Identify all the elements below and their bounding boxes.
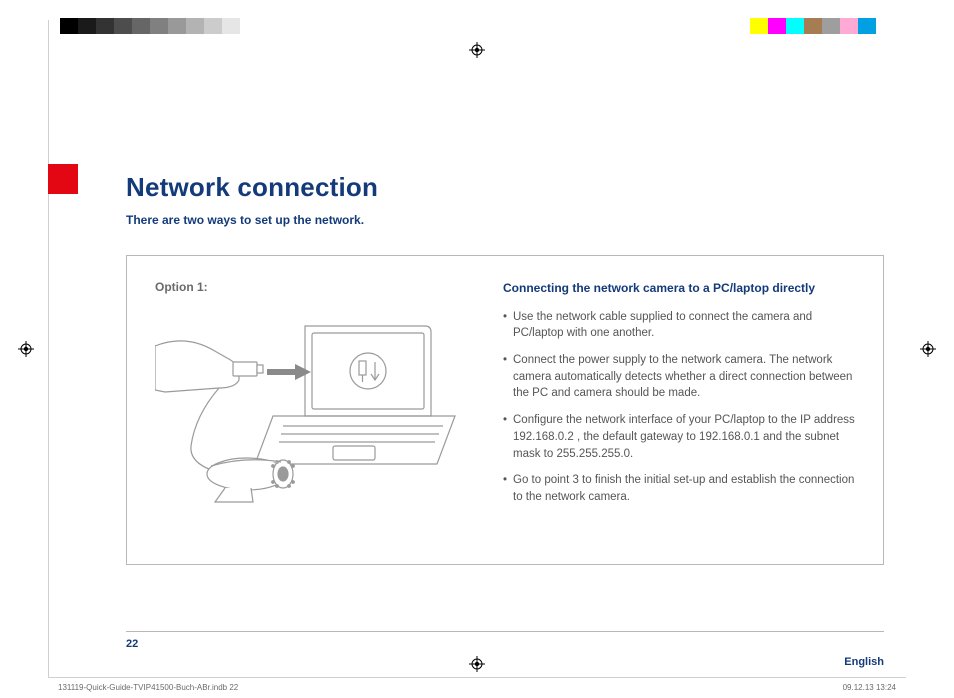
bullet-dot: • (503, 352, 513, 402)
bullet-dot: • (503, 309, 513, 342)
content-area: Network connection There are two ways to… (126, 172, 884, 565)
footer-divider (126, 631, 884, 632)
page-title: Network connection (126, 172, 884, 203)
bullet-dot: • (503, 412, 513, 462)
instruction-item: •Configure the network interface of your… (503, 412, 855, 462)
bullet-dot: • (503, 472, 513, 505)
print-filename: 131119-Quick-Guide-TVIP41500-Buch-ABr.in… (58, 683, 238, 692)
instruction-item: •Connect the power supply to the network… (503, 352, 855, 402)
instruction-item: •Go to point 3 to finish the initial set… (503, 472, 855, 505)
registration-mark-right (920, 341, 936, 357)
instruction-list: •Use the network cable supplied to conne… (503, 309, 855, 506)
instruction-text: Configure the network interface of your … (513, 412, 855, 462)
page-number: 22 (126, 638, 138, 650)
instruction-text: Use the network cable supplied to connec… (513, 309, 855, 342)
connection-diagram (155, 306, 465, 506)
option-label: Option 1: (155, 280, 475, 294)
registration-mark-left (18, 341, 34, 357)
connect-title: Connecting the network camera to a PC/la… (503, 280, 855, 297)
language-label: English (844, 656, 884, 668)
option-box: Option 1: (126, 255, 884, 565)
instruction-text: Connect the power supply to the network … (513, 352, 855, 402)
page-subtitle: There are two ways to set up the network… (126, 213, 884, 227)
section-marker-square (48, 164, 78, 194)
instruction-item: •Use the network cable supplied to conne… (503, 309, 855, 342)
instruction-text: Go to point 3 to finish the initial set-… (513, 472, 855, 505)
print-date: 09.12.13 13:24 (843, 683, 896, 692)
